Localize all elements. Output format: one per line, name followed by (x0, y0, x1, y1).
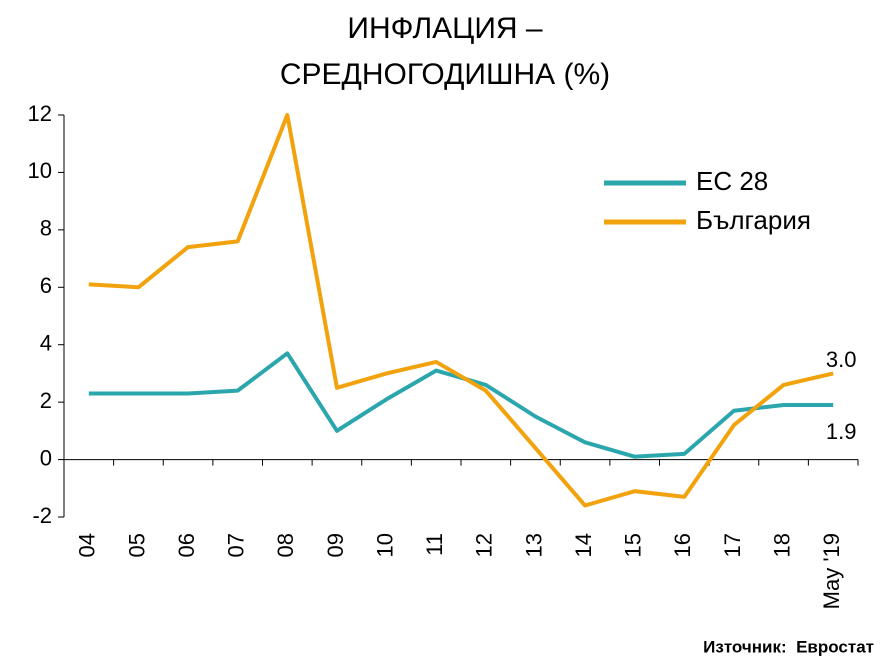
x-tick-label: 06 (174, 533, 199, 557)
x-tick-label: 13 (521, 533, 546, 557)
x-tick-label: 17 (720, 533, 745, 557)
chart-title: ИНФЛАЦИЯ – (347, 12, 542, 45)
x-tick-label: 11 (422, 533, 447, 556)
legend-label: ЕС 28 (696, 166, 768, 196)
x-tick-label: 18 (769, 533, 794, 557)
x-tick-label: 12 (472, 533, 497, 557)
series-line (88, 113, 834, 508)
data-label: 3.0 (826, 347, 857, 372)
x-tick-label: 15 (621, 533, 646, 557)
data-label: 1.9 (826, 419, 857, 444)
y-tick-label: 10 (28, 158, 52, 183)
x-tick-label: 08 (273, 533, 298, 557)
source-note: Източник: Евростат (703, 637, 874, 656)
x-tick-label: 09 (323, 533, 348, 557)
y-tick-label: 8 (40, 216, 52, 241)
y-tick-label: 0 (40, 445, 52, 470)
y-tick-label: 4 (40, 331, 52, 356)
y-tick-label: 6 (40, 273, 52, 298)
x-tick-label: 10 (372, 533, 397, 557)
y-tick-label: 2 (40, 388, 52, 413)
x-tick-label: 04 (75, 533, 100, 557)
y-tick-label: -2 (32, 503, 52, 528)
y-tick-label: 12 (28, 101, 52, 126)
x-tick-label: May '19 (819, 533, 844, 609)
chart-title: СРЕДНОГОДИШНА (%) (280, 58, 610, 91)
legend-label: България (696, 205, 811, 235)
x-tick-label: 16 (670, 533, 695, 557)
x-tick-label: 07 (224, 533, 249, 557)
x-tick-label: 14 (571, 533, 596, 557)
x-tick-label: 05 (124, 533, 149, 557)
